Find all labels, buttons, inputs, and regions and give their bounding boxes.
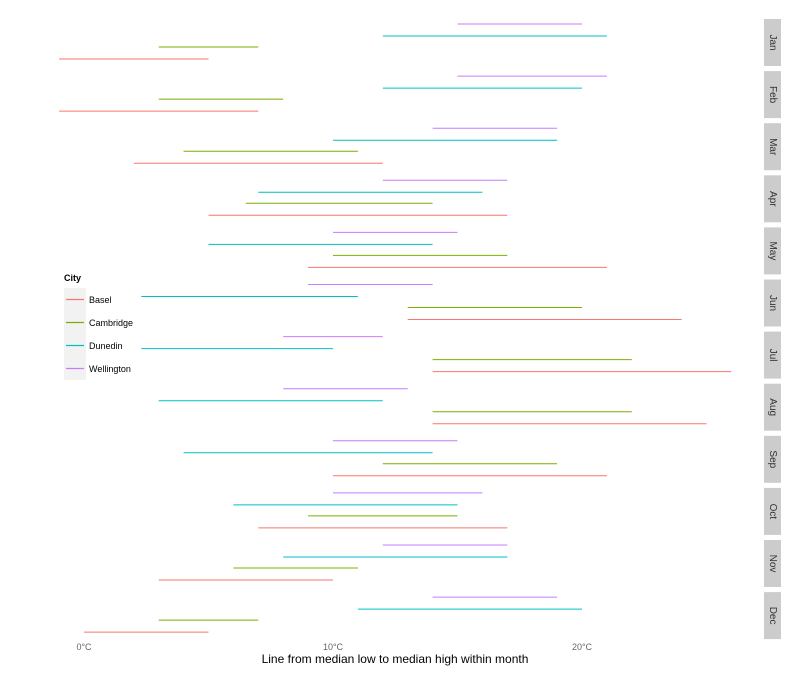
facet-strip-background <box>764 383 781 431</box>
facet-strip-label: Dec <box>767 607 778 625</box>
legend-label: Dunedin <box>89 341 123 351</box>
facet-strip-oct: Oct <box>764 487 781 535</box>
facet-strip-label: Mar <box>767 138 778 156</box>
facet-strip-label: Nov <box>767 555 778 573</box>
facet-panel-jun <box>141 284 682 320</box>
legend-item-cambridge: Cambridge <box>66 318 133 328</box>
legend-item-dunedin: Dunedin <box>66 341 123 351</box>
facet-panel-nov <box>158 544 508 581</box>
facet-strip-background <box>764 175 781 223</box>
facet-strip-background <box>764 435 781 483</box>
facet-strips: Jan Feb Mar Apr May Jun Jul Aug Sep Oct Nov Dec <box>764 19 781 640</box>
facet-strip-sep: Sep <box>764 435 781 483</box>
x-tick-label: 20°C <box>572 642 593 652</box>
legend-item-basel: Basel <box>66 295 112 305</box>
facet-strip-background <box>764 487 781 535</box>
facet-strip-label: Apr <box>767 191 778 207</box>
facet-strip-nov: Nov <box>764 540 781 587</box>
facet-strip-label: Feb <box>767 86 778 104</box>
x-tick-label: 0°C <box>76 642 92 652</box>
facet-panel-feb <box>59 75 607 112</box>
facet-panel-aug <box>158 388 707 425</box>
facet-strip-mar: Mar <box>764 123 781 171</box>
facet-strip-background <box>764 71 781 119</box>
legend-label: Cambridge <box>89 318 133 328</box>
legend-key-background <box>64 288 86 380</box>
facet-strip-aug: Aug <box>764 383 781 431</box>
facet-panel-sep <box>183 440 607 477</box>
facet-strip-background <box>764 279 781 327</box>
legend-title: City <box>64 273 81 283</box>
facet-strip-label: Jan <box>767 34 778 50</box>
legend: City Basel Cambridge Dunedin Wellington <box>64 273 133 380</box>
facet-strip-feb: Feb <box>764 71 781 119</box>
facet-strip-jul: Jul <box>764 331 781 379</box>
facet-strip-label: Oct <box>767 504 778 520</box>
legend-label: Wellington <box>89 364 131 374</box>
facet-strip-may: May <box>764 227 781 275</box>
facet-panel-may <box>208 231 607 268</box>
facet-strip-background <box>764 19 781 66</box>
x-axis: 0°C 10°C 20°C <box>76 642 592 652</box>
facet-strip-background <box>764 592 781 640</box>
facet-strip-background <box>764 123 781 171</box>
facet-strip-label: Aug <box>767 398 778 416</box>
facet-strip-label: Jun <box>767 295 778 311</box>
facet-strip-dec: Dec <box>764 592 781 640</box>
facet-strip-background <box>764 331 781 379</box>
facet-panel-dec <box>84 596 582 633</box>
facet-strip-label: May <box>767 241 778 260</box>
legend-item-wellington: Wellington <box>66 364 131 374</box>
facet-strip-background <box>764 227 781 275</box>
facet-panel-apr <box>208 179 508 216</box>
facet-strip-label: Jul <box>767 349 778 362</box>
legend-label: Basel <box>89 295 112 305</box>
facet-strip-apr: Apr <box>764 175 781 223</box>
facet-strip-jun: Jun <box>764 279 781 327</box>
facet-panel-jan <box>59 23 607 60</box>
x-tick-label: 10°C <box>323 642 344 652</box>
facet-strip-label: Sep <box>767 450 778 468</box>
x-axis-title: Line from median low to median high with… <box>262 652 529 666</box>
facet-panel-oct <box>233 492 508 529</box>
facet-strip-background <box>764 540 781 587</box>
facet-strip-jan: Jan <box>764 19 781 66</box>
facet-panel-jul <box>141 336 732 373</box>
facet-panels <box>59 23 732 633</box>
facet-panel-mar <box>133 127 558 164</box>
